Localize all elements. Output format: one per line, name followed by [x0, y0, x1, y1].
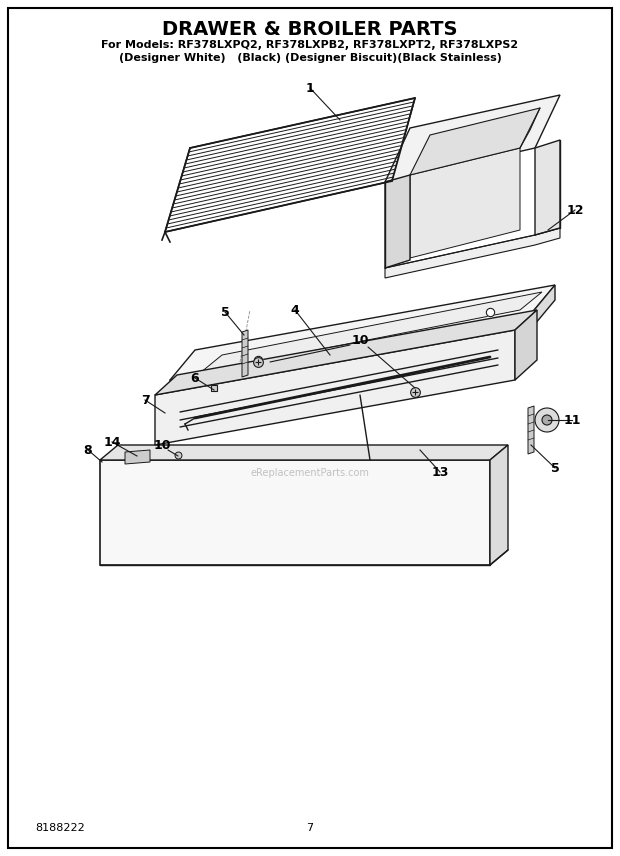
Text: 7: 7 — [141, 394, 149, 407]
Circle shape — [535, 408, 559, 432]
Text: 5: 5 — [221, 306, 229, 318]
Text: 11: 11 — [563, 413, 581, 426]
Polygon shape — [170, 285, 555, 380]
Polygon shape — [100, 445, 508, 460]
Polygon shape — [165, 98, 415, 232]
Text: For Models: RF378LXPQ2, RF378LXPB2, RF378LXPT2, RF378LXPS2: For Models: RF378LXPQ2, RF378LXPB2, RF37… — [102, 40, 518, 50]
Polygon shape — [100, 460, 490, 565]
Text: 8188222: 8188222 — [35, 823, 85, 833]
Polygon shape — [410, 148, 520, 258]
Text: 7: 7 — [306, 823, 314, 833]
Polygon shape — [125, 450, 150, 464]
Text: 12: 12 — [566, 204, 584, 217]
Text: 5: 5 — [551, 461, 559, 474]
Polygon shape — [385, 228, 560, 278]
Polygon shape — [515, 310, 537, 380]
Polygon shape — [530, 285, 555, 330]
Text: 6: 6 — [191, 372, 199, 384]
Polygon shape — [155, 330, 515, 445]
Text: 1: 1 — [306, 81, 314, 94]
Polygon shape — [490, 445, 508, 565]
Polygon shape — [385, 95, 560, 182]
Circle shape — [542, 415, 552, 425]
Polygon shape — [528, 406, 534, 454]
Polygon shape — [200, 292, 542, 373]
Text: eReplacementParts.com: eReplacementParts.com — [250, 468, 370, 478]
Text: (Designer White)   (Black) (Designer Biscuit)(Black Stainless): (Designer White) (Black) (Designer Biscu… — [118, 53, 502, 63]
Polygon shape — [385, 175, 410, 268]
Text: 14: 14 — [104, 436, 121, 449]
Polygon shape — [242, 330, 248, 377]
Text: 13: 13 — [432, 466, 449, 479]
Polygon shape — [155, 310, 537, 395]
Text: DRAWER & BROILER PARTS: DRAWER & BROILER PARTS — [162, 20, 458, 39]
Text: 4: 4 — [291, 304, 299, 317]
Polygon shape — [535, 140, 560, 235]
Polygon shape — [170, 315, 530, 395]
Text: 8: 8 — [84, 443, 92, 456]
Polygon shape — [410, 108, 540, 175]
Text: 10: 10 — [153, 438, 170, 451]
Text: 10: 10 — [352, 334, 369, 347]
